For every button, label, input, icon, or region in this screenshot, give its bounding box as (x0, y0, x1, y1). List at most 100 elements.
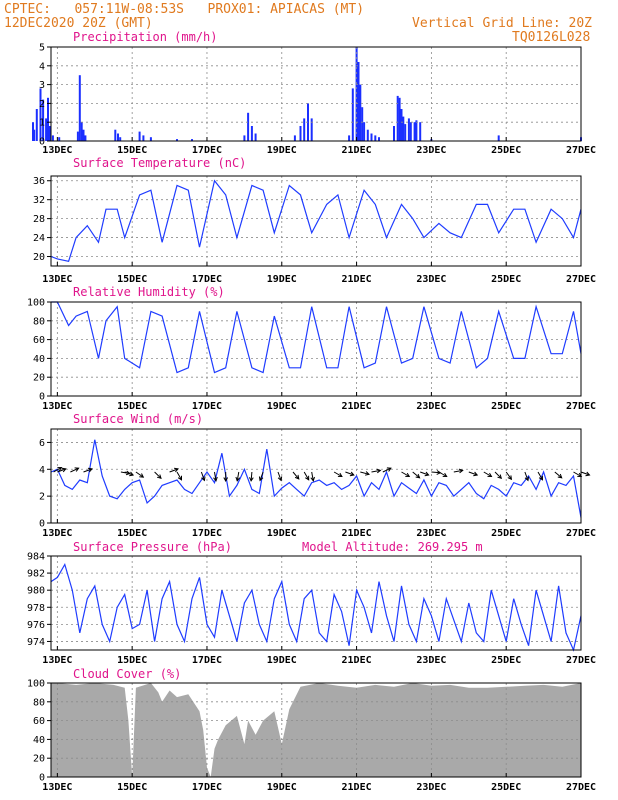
precip-bar (366, 129, 369, 141)
precip-bar (413, 122, 416, 141)
precip-bar (47, 97, 49, 141)
wind-arrow-shaft (468, 471, 478, 476)
precip-bar (243, 135, 246, 141)
pressure-ytick-label: 976 (27, 620, 45, 631)
precip-bar (35, 109, 38, 141)
humidity-ytick-label: 40 (33, 354, 45, 365)
precipitation-ytick-label: 0 (39, 137, 45, 148)
pressure-xtick-label: 17DEC (192, 655, 222, 666)
cloud-cover-xtick-label: 25DEC (491, 782, 521, 793)
wind-arrow-shaft (259, 471, 264, 481)
wind-arrow-shaft (371, 469, 381, 473)
cloud-cover-xtick-label: 19DEC (267, 782, 297, 793)
wind-arrow (382, 467, 392, 473)
wind-arrow-head (337, 472, 343, 478)
precipitation-xtick-label: 21DEC (342, 145, 372, 156)
wind-arrow (524, 471, 530, 482)
pressure-line (50, 562, 582, 652)
precip-bar (303, 118, 306, 141)
wind-arrow-head (277, 476, 283, 482)
precip-bar (119, 137, 122, 141)
precip-bar (84, 135, 87, 141)
wind-arrow-shaft (554, 471, 563, 479)
wind-arrow-shaft (250, 471, 253, 481)
pressure-title: Surface Pressure (hPa) (73, 540, 232, 554)
precip-bar (419, 122, 422, 141)
humidity-panel: Relative Humidity (%) 13DEC 15DEC 17DEC 19DE… (27, 285, 596, 412)
wind-arrow-head (585, 471, 591, 477)
precipitation-ytick-label: 1 (39, 118, 45, 129)
wind-arrow-shaft (169, 468, 179, 473)
temperature-xtick-label: 25DEC (491, 274, 521, 285)
wind-arrow (573, 471, 583, 478)
wind-line (50, 439, 582, 518)
precip-bar (370, 133, 373, 141)
precip-bar (48, 126, 51, 141)
cloud-cover-xtick-label: 21DEC (342, 782, 372, 793)
cloud-cover-title: Cloud Cover (%) (73, 667, 181, 681)
wind-xtick-label: 23DEC (416, 528, 446, 539)
wind-arrow (310, 471, 315, 482)
pressure-frame (50, 555, 582, 651)
precip-bar (293, 135, 296, 141)
humidity-ytick-label: 100 (27, 298, 45, 309)
wind-arrow (401, 471, 411, 478)
pressure-ytick-label: 984 (27, 552, 45, 563)
wind-arrow-shaft (483, 471, 492, 477)
temperature-ytick-label: 20 (33, 252, 45, 263)
cloud-cover-ytick-label: 80 (33, 697, 45, 708)
precip-bar (357, 62, 360, 141)
cloud-cover-ytick-label: 60 (33, 716, 45, 727)
precipitation-xtick-label: 17DEC (192, 145, 222, 156)
precip-bar (348, 135, 351, 141)
precipitation-xtick-label: 27DEC (566, 145, 596, 156)
humidity-title: Relative Humidity (%) (73, 285, 225, 299)
wind-arrow (258, 471, 264, 482)
precip-bar (409, 122, 412, 141)
wind-arrow-shaft (438, 471, 447, 477)
wind-xtick-label: 21DEC (342, 528, 372, 539)
precip-bar (361, 107, 364, 141)
wind-arrow-head (139, 473, 145, 478)
wind-arrow-shaft (292, 471, 300, 480)
wind-arrow (580, 471, 591, 477)
humidity-xtick-label: 21DEC (342, 401, 372, 412)
model-altitude-label: Model Altitude: 269.295 m (302, 540, 483, 554)
precip-bar (78, 75, 81, 141)
wind-arrow-head (61, 467, 67, 473)
precipitation-xtick-label: 15DEC (117, 145, 147, 156)
wind-arrow-head (442, 472, 448, 478)
temperature-xtick-label: 13DEC (42, 274, 72, 285)
precipitation-title: Precipitation (mm/h) (73, 30, 218, 44)
wind-panel: Surface Wind (m/s) 13DEC 15DEC 17DEC 19DEC 21… (39, 412, 596, 539)
wind-arrow-shaft (360, 471, 370, 475)
pressure-panel: Surface Pressure (hPa) Model Altitude: 26… (27, 540, 596, 666)
precip-bar (400, 109, 403, 141)
wind-arrow-shaft (401, 471, 410, 477)
wind-arrow-shaft (200, 471, 205, 481)
temperature-xtick-label: 15DEC (117, 274, 147, 285)
precip-bar (39, 88, 42, 141)
cloud-cover-ytick-label: 100 (27, 679, 45, 690)
wind-arrow-head (129, 471, 135, 477)
precip-bar (82, 129, 85, 141)
precip-bar (142, 135, 145, 141)
wind-arrow-shaft (311, 471, 314, 481)
humidity-xtick-label: 13DEC (42, 401, 72, 412)
wind-arrow (235, 471, 241, 482)
wind-arrow-shaft (333, 471, 343, 477)
precipitation-frame (50, 46, 582, 142)
precip-bar (51, 135, 54, 141)
pressure-xtick-label: 21DEC (342, 655, 372, 666)
wind-arrow (292, 471, 300, 480)
temperature-xtick-label: 27DEC (566, 274, 596, 285)
wind-xtick-label: 13DEC (42, 528, 72, 539)
wind-ytick-label: 2 (39, 492, 45, 503)
wind-arrow-shaft (83, 468, 93, 473)
wind-arrow-head (557, 473, 563, 479)
precipitation-ytick-label: 3 (39, 80, 45, 91)
wind-ytick-label: 6 (39, 438, 45, 449)
wind-arrow-shaft (303, 471, 310, 481)
precip-bar (250, 126, 253, 141)
wind-arrow (223, 472, 229, 483)
